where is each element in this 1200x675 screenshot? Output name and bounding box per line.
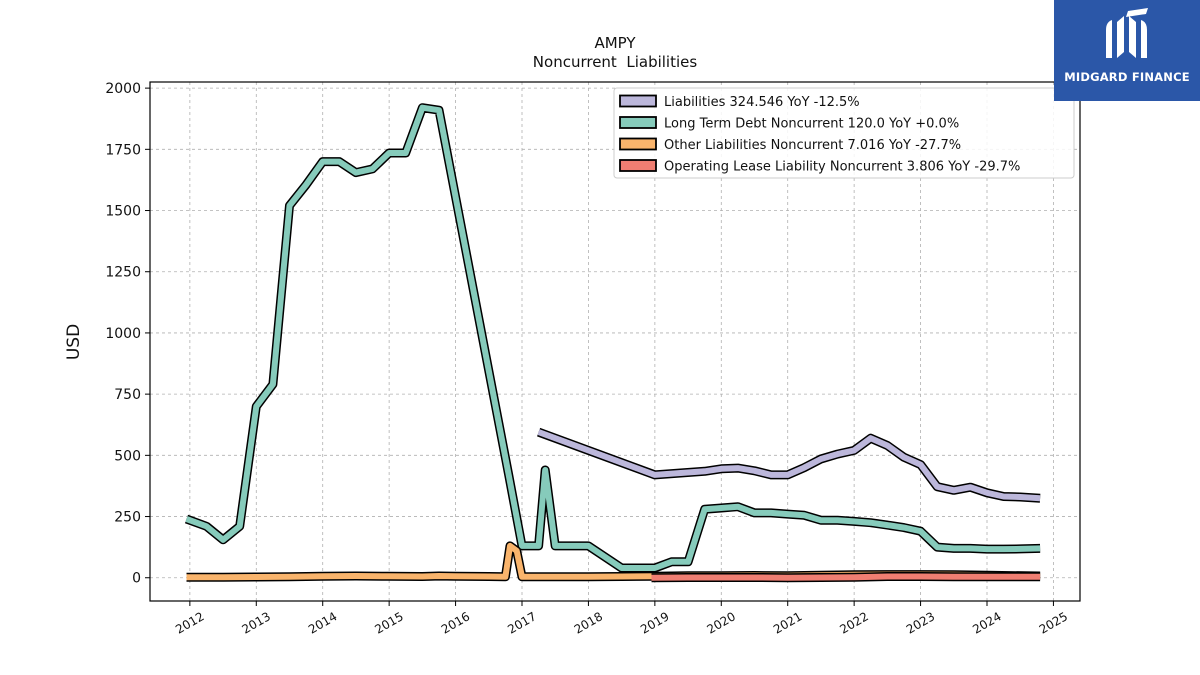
x-axis: 2012 2013 2014 2015 2016 2017 2018 2019 2020 2021…	[173, 601, 1070, 637]
x-tick-label: 2023	[904, 609, 937, 636]
x-tick-label: 2014	[306, 609, 339, 636]
chart-title: AMPY	[594, 34, 636, 52]
y-tick-label: 0	[132, 571, 141, 587]
legend-swatch	[619, 137, 657, 151]
legend-label: Long Term Debt Noncurrent 120.0 YoY +0.0…	[664, 117, 959, 132]
series-3	[651, 572, 1041, 583]
chart-subtitle: Noncurrent Liabilities	[533, 53, 698, 71]
legend-label: Liabilities 324.546 YoY -12.5%	[664, 95, 860, 110]
y-tick-label: 250	[114, 510, 141, 526]
legend: Liabilities 324.546 YoY -12.5% Long Term …	[613, 87, 1075, 179]
legend-label: Operating Lease Liability Noncurrent 3.8…	[664, 160, 1020, 175]
x-tick-label: 2019	[638, 609, 671, 636]
x-tick-label: 2024	[970, 609, 1003, 636]
x-tick-label: 2018	[572, 609, 605, 636]
legend-swatch	[619, 159, 657, 172]
legend-item: Liabilities 324.546 YoY -12.5%	[619, 94, 860, 110]
legend-item: Other Liabilities Noncurrent 7.016 YoY -…	[619, 137, 961, 153]
brand-logo: MIDGARD FINANCE	[1054, 0, 1200, 101]
y-axis-label: USD	[64, 324, 84, 360]
series-1	[184, 103, 1041, 573]
legend-item: Long Term Debt Noncurrent 120.0 YoY +0.0…	[619, 116, 959, 132]
legend-swatch	[619, 94, 657, 108]
y-tick-label: 750	[114, 387, 141, 403]
x-tick-label: 2020	[705, 609, 738, 636]
legend-box	[613, 87, 1075, 179]
y-tick-label: 1750	[105, 142, 141, 158]
legend-swatch	[619, 116, 657, 129]
brand-name: MIDGARD FINANCE	[1064, 70, 1190, 84]
legend-item: Operating Lease Liability Noncurrent 3.8…	[619, 159, 1020, 175]
y-tick-label: 1500	[105, 204, 141, 220]
x-tick-label: 2025	[1037, 609, 1070, 636]
x-tick-label: 2022	[837, 609, 870, 636]
series-0	[537, 427, 1041, 503]
midgard-logo-icon	[1106, 8, 1148, 58]
series-lines	[184, 103, 1041, 583]
series-line	[185, 104, 1041, 571]
series-line	[537, 429, 1041, 502]
x-tick-label: 2015	[372, 609, 405, 636]
y-tick-label: 2000	[105, 81, 141, 97]
legend-label: Other Liabilities Noncurrent 7.016 YoY -…	[664, 138, 961, 153]
y-tick-label: 1250	[105, 265, 141, 281]
y-tick-label: 500	[114, 448, 141, 464]
x-tick-label: 2016	[439, 609, 472, 636]
x-tick-label: 2017	[505, 609, 538, 636]
series-line	[651, 573, 1041, 581]
x-tick-label: 2021	[771, 609, 804, 636]
y-axis: 0 250 500 750 1000 1250 1500 1750 2000	[105, 81, 150, 587]
plot-frame	[149, 81, 1081, 602]
y-tick-label: 1000	[105, 326, 141, 342]
x-tick-label: 2012	[173, 609, 206, 636]
x-tick-label: 2013	[240, 609, 273, 636]
